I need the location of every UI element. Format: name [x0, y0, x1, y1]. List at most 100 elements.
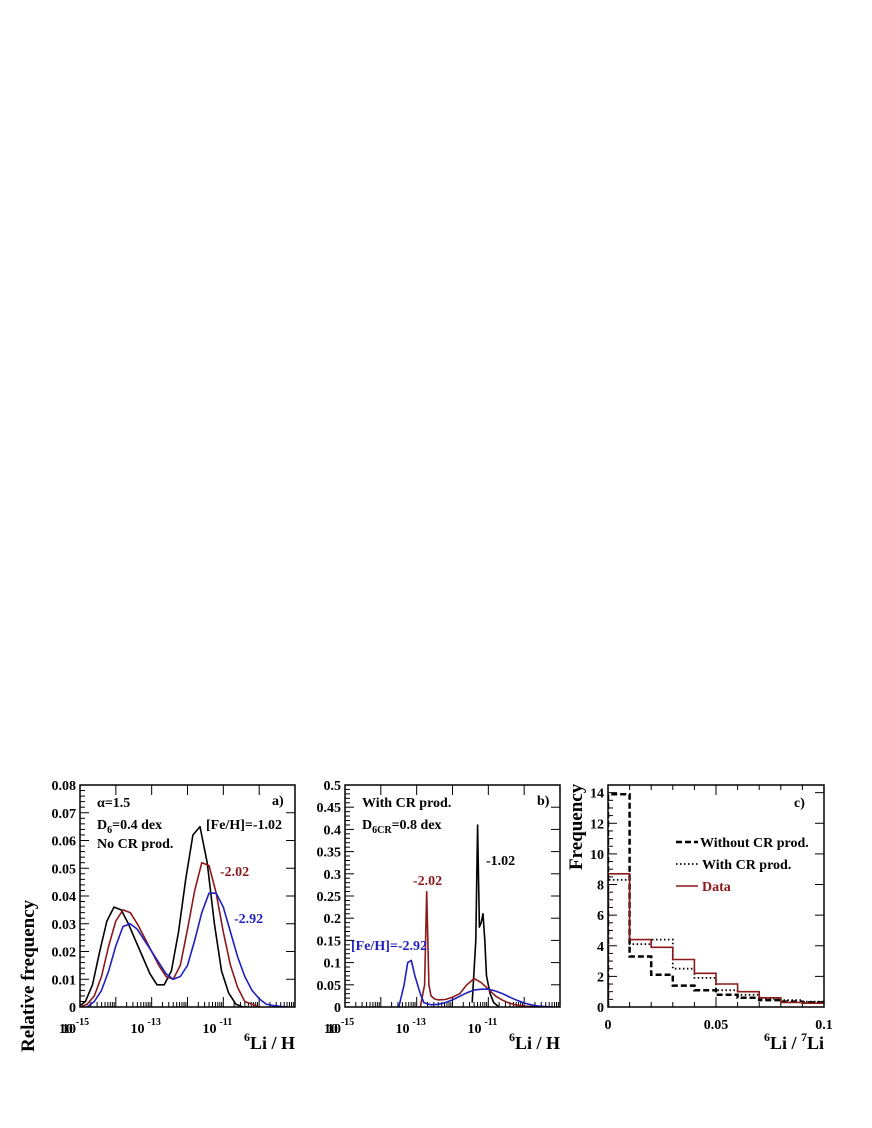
- x-tick-base: 10: [59, 1022, 73, 1037]
- panel-a-dispersion: D6=0.4 dex: [97, 818, 162, 836]
- panel-a-y-tick-labels: 0 0.01 0.02 0.03 0.04 0.05 0.06 0.07 0.08: [52, 779, 77, 1016]
- panel-a-d-sub: 6: [107, 825, 112, 836]
- panel-b-xlabel-main: Li / H: [515, 1033, 560, 1053]
- panel-a-series: [80, 825, 288, 1007]
- x-tick-exponent: -15: [76, 1017, 89, 1028]
- y-tick-label: 0.05: [52, 862, 77, 877]
- panel-c-xlabel: 6Li / 7Li: [764, 1030, 824, 1053]
- x-tick-label: 10 -15: [59, 1017, 89, 1037]
- panel-a-frame: [79, 784, 296, 1008]
- y-tick-label: 0.05: [317, 979, 342, 994]
- y-tick-label: 0.2: [324, 912, 342, 927]
- panel-b-series: [398, 824, 553, 1007]
- panel-b-cr: With CR prod.: [362, 796, 451, 811]
- x-tick-exponent: -11: [219, 1017, 232, 1028]
- panel-b: 00.050.10.150.20.250.30.350.40.450.5 10-…: [317, 779, 561, 1053]
- y-tick-label: 0.3: [324, 868, 342, 883]
- x-tick-label: 10 -15: [324, 1017, 354, 1037]
- x-tick-label-origin: 10: [327, 1022, 341, 1037]
- histogram-dashed: [608, 792, 824, 1007]
- panel-b-dispersion: D6CR=0.8 dex: [362, 818, 442, 836]
- legend-label-without-cr: Without CR prod.: [700, 836, 809, 851]
- panel-c-series: [608, 792, 824, 1007]
- panel-b-tag: b): [537, 794, 550, 809]
- y-tick-label: 2: [597, 970, 604, 985]
- panel-a-tag: a): [272, 794, 284, 809]
- x-tick-label: 10 -13: [395, 1017, 425, 1037]
- panel-b-frame: [344, 784, 561, 1008]
- series-line-102: [80, 825, 249, 1007]
- x-tick-base: 10: [202, 1022, 216, 1037]
- y-tick-label: 10: [590, 848, 604, 863]
- panel-b-xlabel: 6Li / H: [509, 1030, 560, 1053]
- histogram-dotted: [608, 879, 824, 1007]
- series-line-292: [398, 959, 553, 1007]
- series-line-102: [471, 824, 500, 1007]
- x-tick-base: 10: [467, 1022, 481, 1037]
- y-tick-label: 0.1: [324, 957, 342, 972]
- y-tick-label: 0.07: [52, 807, 77, 822]
- x-tick-base: 10: [395, 1022, 409, 1037]
- y-tick-label: 6: [597, 909, 604, 924]
- panel-a-alpha: α=1.5: [97, 796, 130, 811]
- x-tick-base: 10: [324, 1022, 338, 1037]
- panel-a-xlabel-sup: 6: [244, 1030, 250, 1044]
- panel-b-xlabel-sup: 6: [509, 1030, 515, 1044]
- y-tick-label: 4: [597, 940, 604, 955]
- legend-label-data: Data: [702, 880, 731, 895]
- panel-c-xlabel-sup2: 7: [801, 1030, 807, 1044]
- panel-c-x-tick-labels: 0 0.05 0.1: [605, 1018, 833, 1033]
- y-tick-label: 0.01: [52, 973, 77, 988]
- panel-c-tag: c): [794, 796, 805, 811]
- panel-b-d-main: D: [362, 818, 372, 833]
- panel-b-ticks: [344, 784, 561, 1008]
- histogram-solid: [608, 873, 824, 1007]
- panel-a-label-292: -2.92: [234, 912, 263, 927]
- panel-b-d-rest: =0.8 dex: [392, 818, 442, 833]
- panel-a-xlabel-main: Li / H: [250, 1033, 295, 1053]
- panel-a-ylabel: Relative frequency: [18, 899, 39, 1052]
- panel-c-xlabel-sup1: 6: [764, 1030, 770, 1044]
- y-tick-label: 0.04: [52, 890, 77, 905]
- x-tick-exponent: -11: [484, 1017, 497, 1028]
- y-tick-label: 0.06: [52, 835, 77, 850]
- panel-a-label-202: -2.02: [220, 865, 249, 880]
- panel-b-label-102: -1.02: [486, 854, 515, 869]
- y-tick-label: 0.25: [317, 890, 342, 905]
- x-tick-label: 10 -11: [467, 1017, 497, 1037]
- y-tick-label: 0.15: [317, 934, 342, 949]
- panel-a-cr: No CR prod.: [97, 837, 173, 852]
- panel-b-d-sub: 6CR: [372, 825, 392, 836]
- y-tick-label: 0.35: [317, 846, 342, 861]
- y-tick-label: 14: [590, 787, 604, 802]
- panel-c-xlabel-end: Li: [807, 1033, 824, 1053]
- panel-a-d-rest: =0.4 dex: [112, 818, 162, 833]
- x-tick-exponent: -15: [341, 1017, 354, 1028]
- y-tick-label: 0.08: [52, 779, 77, 794]
- panel-a-xlabel: 6Li / H: [244, 1030, 295, 1053]
- x-tick-label: 0.05: [704, 1018, 729, 1033]
- y-tick-label: 0.5: [324, 779, 342, 794]
- x-tick-exponent: -13: [147, 1017, 160, 1028]
- panel-a-d-main: D: [97, 818, 107, 833]
- panel-a: 00.010.020.030.040.050.060.070.08 10 -15 1…: [18, 779, 296, 1053]
- y-tick-label: 8: [597, 879, 604, 894]
- y-tick-label: 0.45: [317, 801, 342, 816]
- panel-c-xlabel-mid: Li /: [770, 1033, 801, 1053]
- x-tick-label: 0: [605, 1018, 612, 1033]
- panel-c-frame: [607, 784, 825, 1008]
- panel-b-feh-label: [Fe/H]=-2.92: [351, 939, 427, 954]
- panel-b-y-tick-labels: 0 0.05 0.1 0.15 0.2 0.25 0.3 0.35 0.4 0.45 0.5: [317, 779, 342, 1016]
- y-tick-label: 0.02: [52, 946, 77, 961]
- x-tick-label-origin: 10: [62, 1022, 76, 1037]
- y-tick-label: 0.03: [52, 918, 77, 933]
- y-tick-label: 0.4: [324, 823, 342, 838]
- panel-a-feh-label: [Fe/H]=-1.02: [206, 818, 282, 833]
- y-tick-label: 0: [69, 1001, 76, 1016]
- x-tick-exponent: -13: [412, 1017, 425, 1028]
- y-tick-label: 12: [590, 817, 604, 832]
